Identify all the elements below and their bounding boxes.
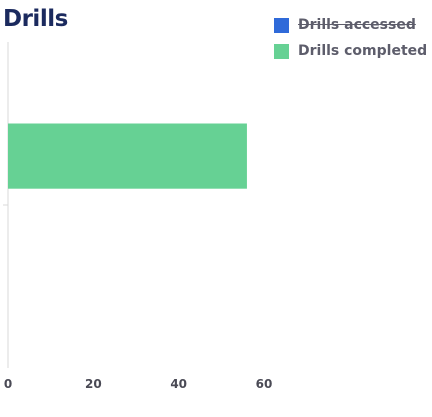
x-tick-label-0: 0 [4, 377, 12, 391]
bar-drills-completed-0 [8, 123, 247, 189]
x-tick-label-40: 40 [170, 377, 187, 391]
chart-title: Drills [3, 6, 68, 32]
legend-swatch-drills-completed [274, 43, 289, 59]
x-tick-label-60: 60 [256, 377, 273, 391]
legend-item-drills-completed[interactable]: Drills completed [274, 42, 427, 60]
legend-label-drills-accessed: Drills accessed [298, 17, 416, 33]
legend-item-drills-accessed[interactable]: Drills accessed [274, 16, 427, 34]
x-tick-label-20: 20 [85, 377, 102, 391]
legend-swatch-drills-accessed [274, 17, 289, 33]
legend-label-drills-completed: Drills completed [298, 43, 428, 59]
legend: Drills accessed Drills completed [274, 16, 427, 68]
